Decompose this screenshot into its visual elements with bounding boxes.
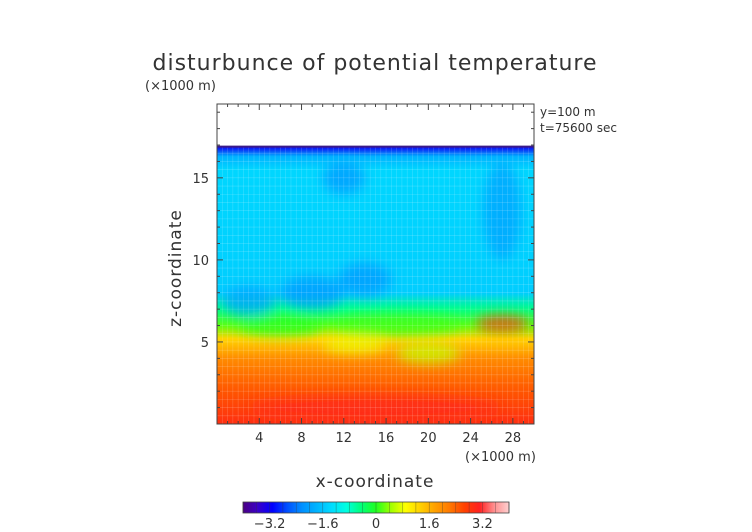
- field-structure: [322, 337, 387, 354]
- x-axis-label: x-coordinate: [316, 472, 435, 492]
- x-tick-label: 28: [505, 431, 522, 446]
- z-axis: 5 10 15: [192, 111, 534, 425]
- colorbar-tick-label: 0: [372, 517, 380, 532]
- grid: [217, 145, 534, 424]
- z-tick-label: 10: [192, 254, 209, 269]
- field-structure: [333, 315, 461, 336]
- x-tick-label: 16: [378, 431, 395, 446]
- colorbar-tick-label: 1.6: [419, 517, 440, 532]
- x-tick-label: 8: [297, 431, 305, 446]
- field-structure: [280, 276, 344, 310]
- z-tick-label: 15: [192, 172, 209, 187]
- x-tick-label: 12: [336, 431, 353, 446]
- colorbar: −3.2 −1.6 0 1.6 3.2: [242, 501, 510, 532]
- field-structure: [338, 263, 392, 297]
- field-structures: [222, 161, 529, 420]
- z-tick-label: 5: [201, 336, 209, 351]
- colorbar-tick-label: −1.6: [307, 517, 339, 532]
- colorbar-tick-label: 3.2: [472, 517, 493, 532]
- x-tick-label: 24: [462, 431, 479, 446]
- field-structure: [322, 161, 365, 195]
- field-structure: [248, 396, 503, 420]
- field-structure: [483, 161, 522, 260]
- y-axis-label: z-coordinate: [166, 209, 186, 327]
- annotation-y: y=100 m: [540, 105, 596, 119]
- chart-title: disturbunce of potential temperature: [153, 51, 598, 76]
- x-tick-label: 4: [255, 431, 263, 446]
- x-axis: 4 8 12 16 20 24 28: [216, 104, 535, 446]
- field-structure: [222, 286, 276, 316]
- field-structure: [396, 343, 461, 364]
- plot-area: 4 8 12 16 20 24 28 5 10 15: [192, 103, 535, 446]
- x-unit-label: (×1000 m): [465, 450, 536, 465]
- z-unit-label: (×1000 m): [145, 79, 216, 94]
- annotation-t: t=75600 sec: [540, 121, 617, 135]
- colorbar-tick-label: −3.2: [254, 517, 286, 532]
- field-structure: [475, 315, 529, 333]
- field-structure: [238, 315, 323, 336]
- x-tick-label: 20: [420, 431, 437, 446]
